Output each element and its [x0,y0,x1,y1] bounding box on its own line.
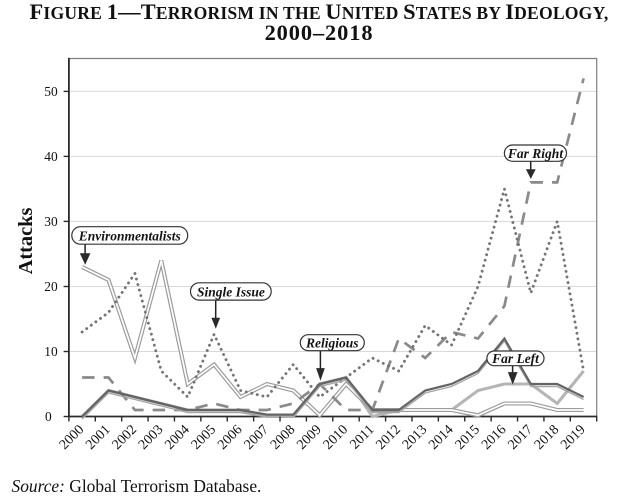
svg-text:0: 0 [45,409,52,424]
svg-text:30: 30 [44,214,58,229]
svg-text:2001: 2001 [83,422,113,452]
svg-text:2007: 2007 [242,422,272,452]
svg-text:Single Issue: Single Issue [197,285,265,300]
svg-text:2016: 2016 [479,422,509,452]
svg-text:2017: 2017 [505,422,535,452]
svg-text:Far Left: Far Left [491,351,540,366]
svg-text:20: 20 [44,279,58,294]
svg-text:2004: 2004 [162,422,192,452]
svg-text:2005: 2005 [189,422,219,452]
svg-text:2008: 2008 [268,422,298,452]
svg-text:2018: 2018 [532,422,562,452]
svg-text:2011: 2011 [347,422,377,452]
svg-text:Environmentalists: Environmentalists [78,229,181,244]
svg-text:2010: 2010 [321,422,351,452]
svg-text:40: 40 [44,149,58,164]
svg-text:2012: 2012 [374,422,404,452]
svg-text:2000: 2000 [57,422,87,452]
svg-text:2014: 2014 [426,422,456,452]
svg-text:2019: 2019 [558,422,588,452]
svg-text:50: 50 [44,84,58,99]
svg-text:Attacks: Attacks [15,208,37,275]
svg-text:2006: 2006 [215,422,245,452]
svg-text:Far Right: Far Right [507,146,564,161]
svg-text:2009: 2009 [294,422,324,452]
svg-text:2003: 2003 [136,422,166,452]
svg-text:2013: 2013 [400,422,430,452]
svg-text:2002: 2002 [110,422,140,452]
svg-text:Religious: Religious [305,336,359,351]
svg-text:2015: 2015 [453,422,483,452]
svg-text:10: 10 [44,344,58,359]
